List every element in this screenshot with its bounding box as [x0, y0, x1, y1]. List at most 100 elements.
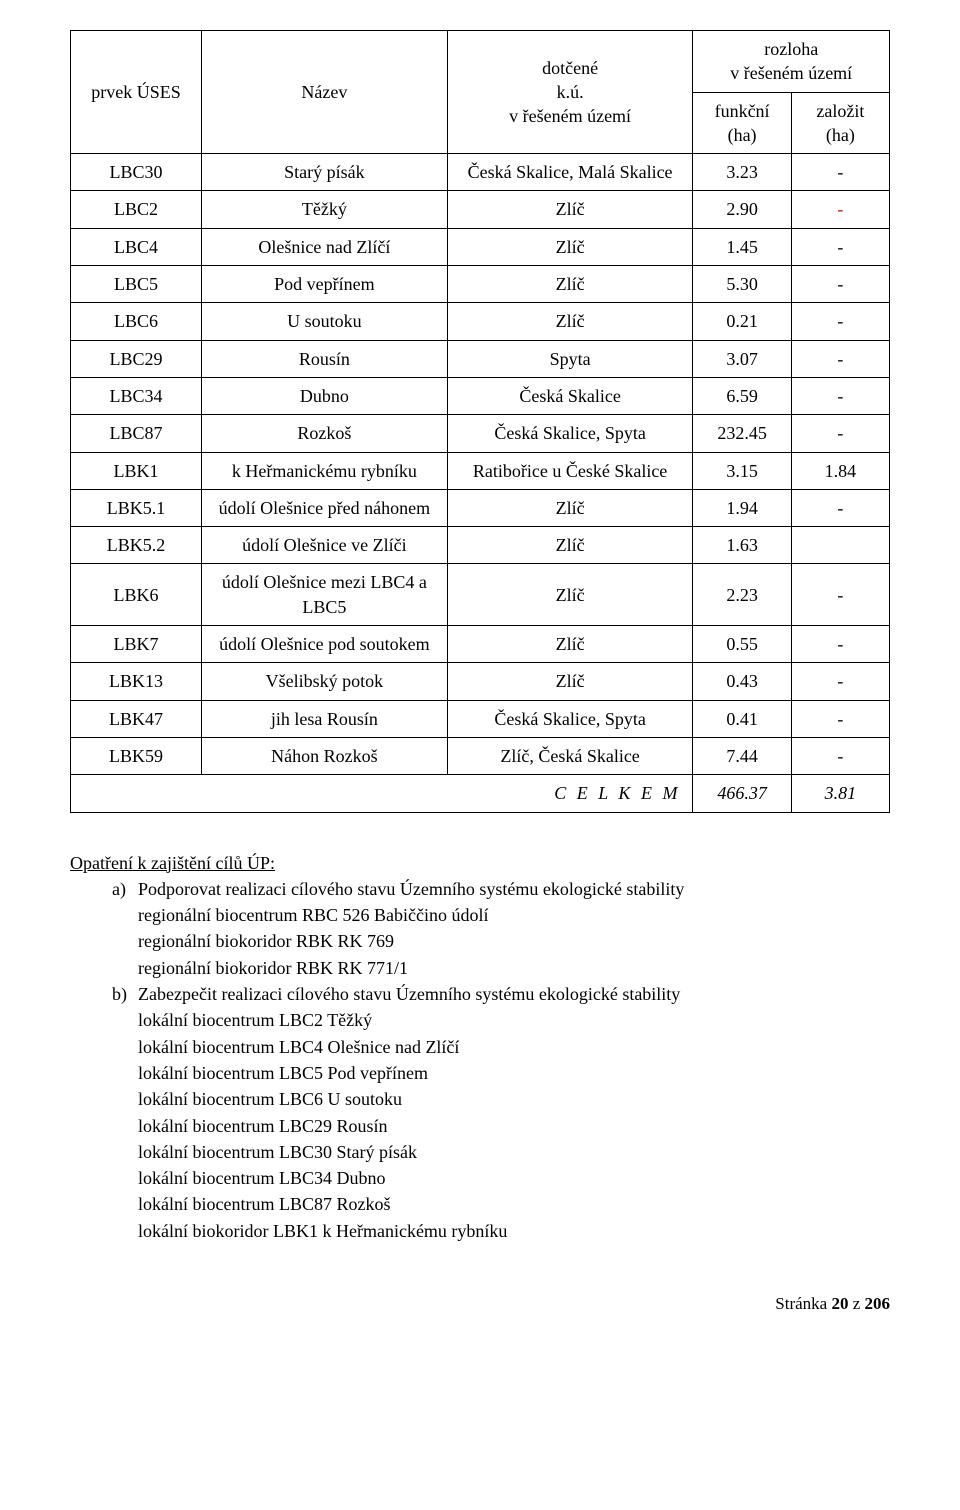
table-row: LBC34DubnoČeská Skalice6.59- — [71, 377, 890, 414]
table-row: LBC4Olešnice nad ZlíčíZlíč1.45- — [71, 228, 890, 265]
cell-func: 232.45 — [693, 415, 791, 452]
cell-name: Těžký — [202, 191, 448, 228]
table-row: LBC87RozkošČeská Skalice, Spyta232.45- — [71, 415, 890, 452]
table-row: LBK6údolí Olešnice mezi LBC4 a LBC5Zlíč2… — [71, 564, 890, 626]
cell-func: 2.90 — [693, 191, 791, 228]
list-item: lokální biocentrum LBC29 Rousín — [70, 1114, 890, 1138]
cell-name: údolí Olešnice pod soutokem — [202, 626, 448, 663]
cell-func: 0.43 — [693, 663, 791, 700]
cell-code: LBK59 — [71, 737, 202, 774]
list-text: Zabezpečit realizaci cílového stavu Územ… — [138, 984, 680, 1004]
cell-code: LBC34 — [71, 377, 202, 414]
cell-code: LBK13 — [71, 663, 202, 700]
cell-zal: - — [791, 700, 889, 737]
cell-name: Rousín — [202, 340, 448, 377]
table-row: LBC5Pod vepřínemZlíč5.30- — [71, 266, 890, 303]
cell-zal: - — [791, 737, 889, 774]
table-row: LBK5.1údolí Olešnice před náhonemZlíč1.9… — [71, 489, 890, 526]
th-zalozit-l2: (ha) — [826, 125, 855, 145]
cell-zal: - — [791, 626, 889, 663]
cell-func: 0.41 — [693, 700, 791, 737]
cell-func: 3.23 — [693, 154, 791, 191]
table-row: LBK47jih lesa RousínČeská Skalice, Spyta… — [71, 700, 890, 737]
th-rozloha-l1: rozloha — [764, 39, 818, 59]
list-item: a)Podporovat realizaci cílového stavu Úz… — [70, 877, 890, 901]
uses-table: prvek ÚSES Název dotčené k.ú. v řešeném … — [70, 30, 890, 813]
cell-zal: - — [791, 228, 889, 265]
table-row: LBK5.2údolí Olešnice ve ZlíčiZlíč1.63 — [71, 527, 890, 564]
footer-prefix: Stránka — [775, 1294, 831, 1313]
th-rozloha-top: rozloha v řešeném území — [693, 31, 890, 93]
list-item: lokální biocentrum LBC87 Rozkoš — [70, 1192, 890, 1216]
cell-name: Olešnice nad Zlíčí — [202, 228, 448, 265]
cell-zal: - — [791, 340, 889, 377]
table-row-total: C E L K E M466.373.81 — [71, 775, 890, 812]
th-dotcene-l3: v řešeném území — [509, 106, 631, 126]
cell-zal: - — [791, 266, 889, 303]
list-item: lokální biocentrum LBC5 Pod vepřínem — [70, 1061, 890, 1085]
cell-func: 3.07 — [693, 340, 791, 377]
footer-page: 20 — [831, 1294, 848, 1313]
cell-name: Všelibský potok — [202, 663, 448, 700]
list-item: lokální biocentrum LBC4 Olešnice nad Zlí… — [70, 1035, 890, 1059]
cell-dotcene: Ratibořice u České Skalice — [447, 452, 693, 489]
cell-dotcene: Zlíč — [447, 266, 693, 303]
th-dotcene-l2: k.ú. — [557, 82, 584, 102]
cell-func: 1.63 — [693, 527, 791, 564]
list-marker: a) — [112, 877, 138, 901]
cell-zal: - — [791, 415, 889, 452]
cell-zal: - — [791, 377, 889, 414]
cell-func: 0.55 — [693, 626, 791, 663]
measures-list: a)Podporovat realizaci cílového stavu Úz… — [70, 877, 890, 1243]
cell-func: 1.94 — [693, 489, 791, 526]
cell-func: 1.45 — [693, 228, 791, 265]
cell-func: 7.44 — [693, 737, 791, 774]
cell-code: LBC4 — [71, 228, 202, 265]
cell-code: LBC2 — [71, 191, 202, 228]
cell-dotcene: Spyta — [447, 340, 693, 377]
cell-zal — [791, 527, 889, 564]
cell-total-func: 466.37 — [693, 775, 791, 812]
table-row: LBC6U soutokuZlíč0.21- — [71, 303, 890, 340]
cell-code: LBK5.2 — [71, 527, 202, 564]
cell-dotcene: Česká Skalice, Malá Skalice — [447, 154, 693, 191]
cell-zal: - — [791, 303, 889, 340]
cell-code: LBK1 — [71, 452, 202, 489]
cell-code: LBC6 — [71, 303, 202, 340]
cell-code: LBC5 — [71, 266, 202, 303]
cell-func: 5.30 — [693, 266, 791, 303]
cell-zal: - — [791, 154, 889, 191]
cell-name: Náhon Rozkoš — [202, 737, 448, 774]
th-funkcni: funkční (ha) — [693, 92, 791, 154]
measures-paragraph: Opatření k zajištění cílů ÚP: a)Podporov… — [70, 851, 890, 1243]
cell-dotcene: Česká Skalice, Spyta — [447, 700, 693, 737]
footer-of: z — [848, 1294, 864, 1313]
cell-dotcene: Zlíč — [447, 626, 693, 663]
list-item: regionální biokoridor RBK RK 771/1 — [70, 956, 890, 980]
th-prvek: prvek ÚSES — [71, 31, 202, 154]
cell-code: LBK5.1 — [71, 489, 202, 526]
cell-name: jih lesa Rousín — [202, 700, 448, 737]
cell-name: údolí Olešnice mezi LBC4 a LBC5 — [202, 564, 448, 626]
footer-total: 206 — [865, 1294, 891, 1313]
cell-zal: - — [791, 489, 889, 526]
list-item: regionální biokoridor RBK RK 769 — [70, 929, 890, 953]
th-funkcni-l1: funkční — [715, 101, 770, 121]
cell-zal: - — [791, 564, 889, 626]
list-item: lokální biocentrum LBC34 Dubno — [70, 1166, 890, 1190]
cell-func: 2.23 — [693, 564, 791, 626]
cell-code: LBK6 — [71, 564, 202, 626]
cell-dotcene: Česká Skalice, Spyta — [447, 415, 693, 452]
list-item: lokální biocentrum LBC6 U soutoku — [70, 1087, 890, 1111]
cell-name: Rozkoš — [202, 415, 448, 452]
table-row: LBC29RousínSpyta3.07- — [71, 340, 890, 377]
table-row: LBC2TěžkýZlíč2.90- — [71, 191, 890, 228]
list-item: b)Zabezpečit realizaci cílového stavu Úz… — [70, 982, 890, 1006]
cell-total-zal: 3.81 — [791, 775, 889, 812]
cell-dotcene: Zlíč — [447, 663, 693, 700]
th-zalozit-l1: založit — [816, 101, 864, 121]
cell-total-label: C E L K E M — [71, 775, 693, 812]
th-zalozit: založit (ha) — [791, 92, 889, 154]
cell-name: Dubno — [202, 377, 448, 414]
th-funkcni-l2: (ha) — [728, 125, 757, 145]
